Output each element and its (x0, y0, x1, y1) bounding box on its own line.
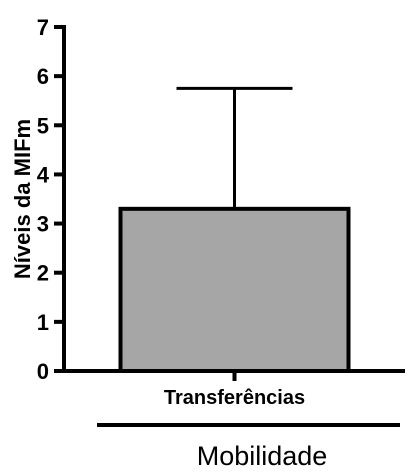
y-tick-label: 0 (37, 359, 49, 384)
bar (118, 206, 351, 373)
y-tick-label: 6 (37, 64, 49, 89)
y-tick-label: 4 (37, 162, 50, 187)
x-category-label: Transferências (164, 387, 305, 409)
x-axis: Transferências (62, 369, 405, 409)
y-tick-label: 5 (37, 113, 49, 138)
bars (118, 86, 351, 373)
x-axis-group-label: Mobilidade (197, 441, 328, 471)
y-tick-label: 7 (37, 15, 49, 40)
y-tick-label: 2 (37, 261, 49, 286)
y-axis-title: Níveis da MIFm (10, 119, 35, 279)
y-axis: 0 1 2 3 4 5 6 7 (37, 15, 66, 384)
y-tick-label: 3 (37, 212, 49, 237)
y-tick-label: 1 (37, 310, 49, 335)
